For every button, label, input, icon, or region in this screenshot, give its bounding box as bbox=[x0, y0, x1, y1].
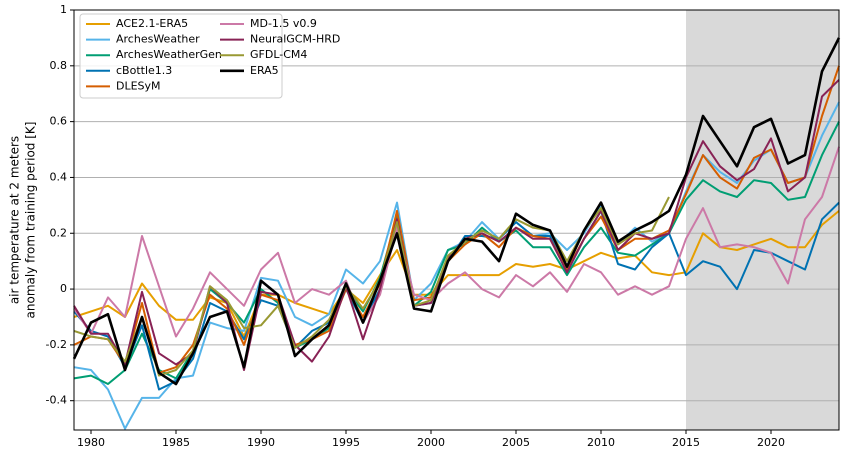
series-line bbox=[73, 101, 840, 430]
y-tick-label: 0 bbox=[60, 282, 67, 295]
legend-label: GFDL-CM4 bbox=[250, 48, 307, 61]
legend: ACE2.1-ERA5 ArchesWeather ArchesWeatherGen… bbox=[79, 13, 340, 99]
y-axis-label: anomaly from training period [K] bbox=[24, 122, 38, 319]
y-tick-label: 1 bbox=[60, 3, 67, 16]
legend-label: NeuralGCM-HRD bbox=[250, 33, 340, 46]
y-tick-label: 0.4 bbox=[50, 170, 68, 183]
legend-label: DLESyM bbox=[116, 79, 161, 92]
plot-frame bbox=[73, 9, 840, 431]
legend-label: ERA5 bbox=[250, 64, 279, 77]
x-tick-label: 1980 bbox=[77, 436, 105, 449]
y-axis-label: air temperature at 2 meters bbox=[8, 136, 22, 304]
series-line bbox=[72, 37, 841, 386]
y-tick-label: 0.6 bbox=[50, 115, 68, 128]
legend-label: MD-1.5 v0.9 bbox=[250, 17, 317, 30]
x-tick-label: 2000 bbox=[417, 436, 445, 449]
shaded-region bbox=[686, 10, 839, 430]
legend-label: cBottle1.3 bbox=[116, 64, 172, 77]
x-tick-label: 2010 bbox=[587, 436, 615, 449]
legend-box bbox=[79, 13, 283, 99]
x-tick-label: 1995 bbox=[332, 436, 360, 449]
series-line bbox=[73, 146, 840, 338]
x-tick-label: 2020 bbox=[757, 436, 785, 449]
legend-label: ACE2.1-ERA5 bbox=[116, 17, 188, 30]
x-tick-label: 1985 bbox=[162, 436, 190, 449]
series-line bbox=[73, 196, 670, 377]
legend-label: ArchesWeatherGen bbox=[116, 48, 222, 61]
series-line bbox=[73, 210, 840, 338]
y-tick-label: 0.8 bbox=[50, 59, 68, 72]
x-tick-label: 2005 bbox=[502, 436, 530, 449]
y-tick-label: -0.4 bbox=[46, 394, 67, 407]
x-tick-label: 2015 bbox=[672, 436, 700, 449]
y-tick-label: -0.2 bbox=[46, 338, 67, 351]
y-tick-label: 0.2 bbox=[50, 226, 68, 239]
legend-label: ArchesWeather bbox=[116, 33, 200, 46]
x-tick-label: 1990 bbox=[247, 436, 275, 449]
